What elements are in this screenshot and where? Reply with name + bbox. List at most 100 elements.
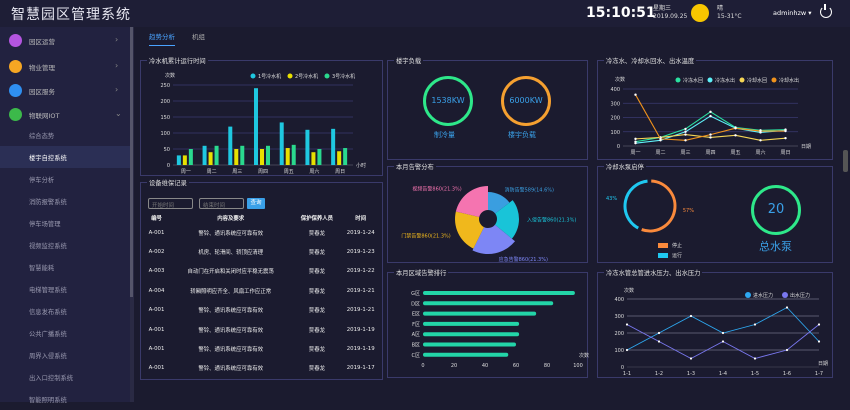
- legend-label: 运行: [672, 252, 682, 259]
- pressure-panel: 冷冻水管总管进水压力、出水压力 0 100 200 300 400 次数 日期 1-1 1-2 1…: [597, 268, 833, 378]
- power-icon[interactable]: [820, 4, 832, 18]
- y-axis-label: 次数: [624, 287, 634, 294]
- bar: [279, 122, 284, 165]
- table-cell: 轿厢照明应齐全、风扇工作应正常: [190, 288, 272, 295]
- data-point: [721, 340, 725, 343]
- tab-trend[interactable]: 趋势分析: [149, 31, 175, 46]
- data-point: [785, 348, 789, 352]
- bar: [240, 145, 245, 165]
- load-ring: 6000KW: [501, 76, 551, 126]
- table-row[interactable]: A-001 警铃、通讯系统应可靠有效 贾春龙 2019-1-24: [145, 223, 381, 242]
- data-point: [659, 137, 662, 141]
- bar: [182, 155, 187, 165]
- slice-label: 视频告警860(21.3%): [412, 185, 461, 192]
- sidebar-group-1[interactable]: 物业管理 ›: [0, 55, 130, 79]
- tab-unit[interactable]: 机组: [192, 33, 205, 41]
- x-tick-label: 周四: [705, 150, 715, 156]
- y-tick-label: 0: [621, 365, 624, 371]
- sidebar-item[interactable]: 公共广播系统: [29, 331, 67, 338]
- table-cell: 2019-1-19: [346, 326, 375, 333]
- sidebar-item[interactable]: 综合态势: [29, 133, 55, 140]
- group-label: 园区运营: [29, 38, 55, 46]
- end-time-input[interactable]: 结束时间: [199, 198, 244, 209]
- legend-marker: [745, 292, 751, 298]
- sidebar-item[interactable]: 智能照明系统: [29, 397, 67, 404]
- y-tick-label: 400: [610, 87, 620, 93]
- data-point: [689, 314, 693, 318]
- table-row[interactable]: A-002 机房、轮滑间、轿顶应清理 贾春龙 2019-1-23: [145, 242, 381, 261]
- table-row[interactable]: A-001 警铃、通讯系统应可靠有效 贾春龙 2019-1-19: [145, 339, 381, 358]
- x-tick-label: 周四: [258, 169, 268, 175]
- bar: [202, 145, 207, 165]
- bar: [228, 126, 233, 165]
- bar: [188, 149, 193, 165]
- sidebar-item[interactable]: 出入口控制系统: [29, 375, 74, 382]
- donut-segment: [623, 179, 648, 230]
- pie-slice: [455, 211, 485, 249]
- sidebar-item[interactable]: 智慧能耗: [29, 265, 55, 272]
- x-tick-label: 周一: [630, 150, 640, 156]
- sidebar-item[interactable]: 停车场管理: [29, 221, 61, 228]
- y-tick-label: 0: [617, 144, 620, 150]
- sidebar-group-3[interactable]: 物联网IOT ⌄: [0, 103, 130, 127]
- water-temp-panel: 冷冻水、冷却水回水、出水温度 0 100 200 300 400 次数 日期 周一 周二 周三 周四…: [597, 56, 833, 160]
- table-cell: 警铃、通讯系统应可靠有效: [198, 308, 264, 315]
- y-tick-label: 100: [160, 131, 170, 137]
- user-menu[interactable]: adminhzw ▾: [773, 9, 812, 17]
- sidebar-item[interactable]: 周界入侵系统: [29, 353, 67, 360]
- x-tick-label: 周三: [680, 150, 690, 156]
- sidebar-scroll-thumb[interactable]: [130, 27, 133, 297]
- group-label: 物业管理: [29, 64, 55, 72]
- sidebar-item[interactable]: 停车分析: [29, 177, 55, 184]
- y-tick-label: 150: [160, 115, 170, 121]
- table-cell: 贾春龙: [308, 327, 325, 334]
- table-row[interactable]: A-001 警铃、通讯系统应可靠有效 贾春龙 2019-1-21: [145, 301, 381, 320]
- y-tick-label: 200: [160, 99, 170, 105]
- bar: [423, 321, 520, 326]
- table-cell: A-003: [148, 268, 165, 275]
- x-tick-label: 周六: [309, 168, 319, 175]
- chiller-runtime-panel: 冷水机累计运行时间 0 50 100 150 200 250 次数 小时 周一 周二 周三 周四 周五 周…: [140, 56, 383, 176]
- data-point: [784, 129, 787, 133]
- start-time-input[interactable]: 开始时间: [148, 198, 193, 209]
- table-cell: 警铃、通讯系统应可靠有效: [198, 327, 264, 334]
- bar: [337, 151, 342, 165]
- table-cell: 警铃、通讯系统应可靠有效: [198, 230, 264, 237]
- load-label: 楼宇负载: [508, 131, 536, 139]
- table-cell: 贾春龙: [308, 269, 325, 276]
- x-tick-label: 100: [573, 363, 583, 369]
- x-tick-label: 周日: [780, 150, 790, 156]
- sidebar-item[interactable]: 视频监控系统: [29, 243, 67, 250]
- bar: [260, 149, 264, 165]
- table-cell: 警铃、通讯系统应可靠有效: [198, 347, 264, 354]
- sidebar-item[interactable]: 电梯管理系统: [29, 287, 67, 294]
- table-row[interactable]: A-004 轿厢照明应齐全、风扇工作应正常 贾春龙 2019-1-21: [145, 281, 381, 300]
- data-point: [634, 141, 637, 145]
- sidebar-item[interactable]: 信息发布系统: [29, 309, 67, 316]
- query-button[interactable]: 查询: [247, 198, 265, 209]
- sidebar-group-2[interactable]: 园区服务 ›: [0, 79, 130, 103]
- sidebar-item[interactable]: 消防报警系统: [29, 199, 67, 206]
- table-cell: 2019-1-21: [346, 287, 375, 294]
- table-row[interactable]: A-003 自动门在开启和关闭时应平稳无震荡 贾春龙 2019-1-22: [145, 262, 381, 281]
- pump-donut-chart: 57% 停止 43% 运行: [606, 179, 694, 259]
- date: 2019.09.25: [653, 13, 688, 20]
- table-row[interactable]: A-001 警铃、通讯系统应可靠有效 贾春龙 2019-1-19: [145, 320, 381, 339]
- data-point: [817, 340, 821, 343]
- x-tick-label: 周五: [730, 150, 740, 156]
- series-line: [626, 306, 820, 351]
- table-cell: A-001: [148, 229, 165, 236]
- table-row[interactable]: A-001 警铃、通讯系统应可靠有效 贾春龙 2019-1-17: [145, 359, 381, 378]
- x-tick-label: 周一: [181, 169, 191, 175]
- data-point: [657, 331, 661, 335]
- data-point: [709, 133, 712, 136]
- table-cell: 2019-1-19: [346, 346, 375, 353]
- sidebar: 园区运营 › 物业管理 › 园区服务 › 物联网IOT ⌄ 综合态势楼宇自控系统停车分析消防报警…: [0, 27, 130, 404]
- sidebar-item[interactable]: 楼宇自控系统: [0, 146, 130, 168]
- legend-label: 3号冷水机: [332, 73, 355, 80]
- app-title: 智慧园区管理系统: [11, 7, 131, 23]
- sidebar-group-0[interactable]: 园区运营 ›: [0, 29, 130, 53]
- x-tick-label: 周五: [284, 169, 294, 175]
- page-scrollbar[interactable]: [843, 150, 848, 172]
- panel-title: 楼宇负载: [394, 56, 424, 65]
